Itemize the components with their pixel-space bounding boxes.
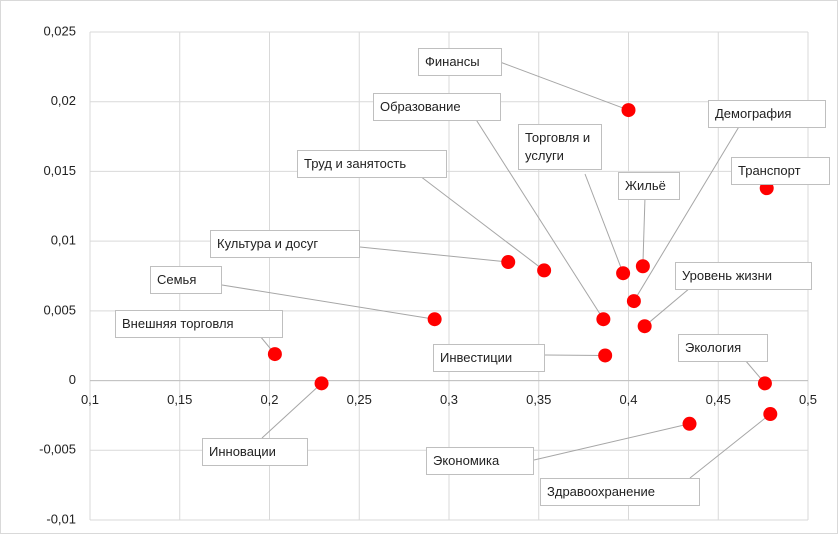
point-label: Финансы bbox=[418, 48, 502, 76]
x-tick-label: 0,35 bbox=[526, 392, 551, 407]
y-tick-label: 0,015 bbox=[43, 163, 76, 178]
point bbox=[757, 376, 772, 391]
point bbox=[596, 312, 611, 327]
x-tick-label: 0,25 bbox=[347, 392, 372, 407]
point bbox=[314, 376, 329, 391]
point-label: Демография bbox=[708, 100, 826, 128]
leader-line bbox=[474, 117, 604, 320]
x-tick-label: 0,45 bbox=[706, 392, 731, 407]
point-label: Экономика bbox=[426, 447, 534, 475]
point bbox=[637, 319, 652, 334]
leader-line bbox=[261, 382, 322, 439]
point bbox=[626, 294, 641, 309]
y-tick-label: 0,025 bbox=[43, 23, 76, 38]
point-label: Торговля и услуги bbox=[518, 124, 602, 170]
x-tick-label: 0,2 bbox=[260, 392, 278, 407]
point bbox=[635, 259, 650, 274]
point-label: Труд и занятость bbox=[297, 150, 447, 178]
leader-line bbox=[584, 173, 624, 274]
point bbox=[682, 416, 697, 431]
x-tick-label: 0,15 bbox=[167, 392, 192, 407]
leader-line bbox=[644, 287, 691, 327]
y-tick-label: 0,01 bbox=[51, 233, 76, 248]
y-tick-label: 0,02 bbox=[51, 93, 76, 108]
y-tick-label: 0,005 bbox=[43, 302, 76, 317]
point-label: Здравоохранение bbox=[540, 478, 700, 506]
point bbox=[621, 103, 636, 118]
leader-line bbox=[533, 423, 690, 461]
point-label: Инновации bbox=[202, 438, 308, 466]
leader-line bbox=[633, 124, 741, 302]
point-label: Уровень жизни bbox=[675, 262, 812, 290]
leader-line bbox=[499, 61, 629, 111]
point-label: Семья bbox=[150, 266, 222, 294]
point bbox=[427, 312, 442, 327]
point-label: Культура и досуг bbox=[210, 230, 360, 258]
point bbox=[501, 255, 516, 270]
y-tick-label: 0 bbox=[69, 372, 76, 387]
x-tick-label: 0,4 bbox=[619, 392, 637, 407]
point bbox=[616, 266, 631, 281]
leader-lines bbox=[221, 61, 771, 479]
point-label: Экология bbox=[678, 334, 768, 362]
point-label: Жильё bbox=[618, 172, 680, 200]
point-label: Внешняя торговля bbox=[115, 310, 283, 338]
x-tick-label: 0,3 bbox=[440, 392, 458, 407]
leader-line bbox=[642, 196, 646, 267]
y-tick-label: -0,005 bbox=[39, 442, 76, 457]
leader-line bbox=[221, 284, 435, 320]
y-tick-label: -0,01 bbox=[46, 511, 76, 526]
point-label: Инвестиции bbox=[433, 344, 545, 372]
point bbox=[598, 348, 613, 363]
x-tick-label: 0,1 bbox=[81, 392, 99, 407]
x-tick-label: 0,5 bbox=[799, 392, 817, 407]
leader-line bbox=[689, 413, 771, 479]
point-label: Транспорт bbox=[731, 157, 830, 185]
point bbox=[763, 407, 778, 422]
point bbox=[267, 347, 282, 362]
leader-line bbox=[359, 246, 509, 263]
point-label: Образование bbox=[373, 93, 501, 121]
point bbox=[537, 263, 552, 278]
leader-line bbox=[419, 175, 545, 271]
